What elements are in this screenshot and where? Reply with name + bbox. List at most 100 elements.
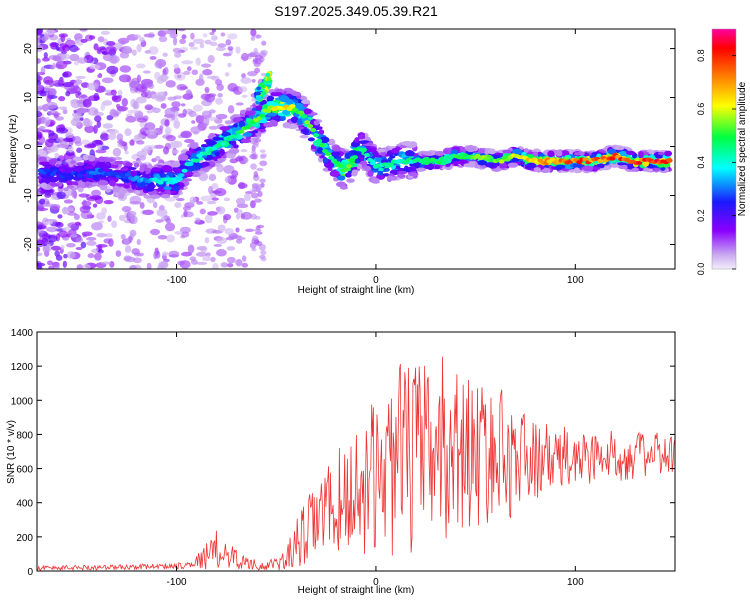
spectrogram-cell: [573, 167, 580, 174]
spectrogram-cell: [84, 125, 95, 134]
spectrogram-cell: [358, 140, 369, 145]
spectrogram-cell: [131, 248, 140, 255]
spectrogram-y-axis-label: Frequency (Hz): [8, 115, 19, 184]
spectrogram-cell: [310, 127, 317, 132]
spectrogram-cell: [192, 38, 205, 44]
spectrogram-cell: [76, 264, 84, 269]
spectrogram-cell: [95, 161, 107, 169]
spectrogram-cell: [572, 163, 584, 169]
snr-y-tick-label: 0: [27, 567, 33, 578]
spectrogram-cell: [133, 162, 140, 168]
spectrogram-cell: [328, 138, 336, 146]
spectrogram-cell: [441, 158, 448, 163]
spectrogram-cell: [409, 163, 416, 167]
spectrogram-cell: [37, 110, 43, 118]
spectrogram-cell: [343, 167, 350, 172]
spectrogram-cell: [80, 94, 87, 99]
spectrogram-cell: [37, 85, 44, 91]
spectrogram-cell: [295, 103, 304, 110]
spectrogram-cell: [77, 57, 88, 64]
spectrogram-cell: [62, 207, 75, 212]
spectrogram-cell: [299, 134, 309, 139]
spectrogram-cell: [502, 149, 512, 154]
spectrogram-cell: [51, 245, 61, 251]
spectrogram-cell: [174, 110, 179, 117]
spectrogram-cell: [574, 152, 581, 156]
spectrogram-cell: [96, 74, 102, 78]
spectrogram-cell: [609, 156, 616, 161]
spectrogram-y-tick-label: -10: [23, 188, 34, 203]
spectrogram-cell: [255, 241, 263, 247]
spectrogram-cell: [465, 145, 477, 153]
spectrogram-cell: [251, 150, 257, 154]
spectrogram-cell: [82, 199, 87, 207]
snr-y-tick-label: 1200: [11, 362, 34, 373]
spectrogram-cell: [358, 134, 366, 140]
spectrogram-cell: [193, 158, 200, 163]
spectrogram-cell: [172, 47, 182, 54]
spectrogram-cell: [313, 120, 320, 126]
spectrogram-cells: [37, 29, 673, 269]
spectrogram-cell: [51, 62, 57, 70]
spectrogram-cell: [124, 162, 133, 167]
spectrogram-cell: [251, 130, 259, 134]
spectrogram-cell: [251, 79, 256, 83]
spectrogram-cell: [48, 79, 55, 88]
spectrogram-cell: [146, 262, 152, 269]
spectrogram-cell: [96, 120, 102, 128]
spectrogram-cell: [61, 172, 68, 177]
spectrogram-cell: [434, 151, 445, 156]
spectrogram-cell: [60, 33, 66, 43]
colorbar-frame: [711, 28, 737, 270]
spectrogram-cell: [250, 36, 256, 41]
spectrogram-cell: [258, 56, 265, 63]
spectrogram-cell: [159, 173, 167, 178]
spectrogram-cell: [82, 233, 88, 238]
spectrogram-cell: [193, 148, 201, 152]
spectrogram-cell: [416, 167, 427, 172]
spectrogram-cell: [241, 262, 249, 268]
spectrogram-cell: [191, 120, 196, 124]
spectrogram-cell: [138, 36, 145, 43]
spectrogram-cell: [477, 160, 487, 166]
snr-y-axis-label: SNR (10 * v/v): [6, 420, 17, 484]
snr-x-tick-label: 100: [567, 577, 584, 588]
spectrogram-cell: [259, 149, 266, 153]
spectrogram-cell: [153, 251, 158, 260]
spectrogram-cell: [108, 179, 116, 187]
spectrogram-cell: [124, 184, 131, 189]
spectrogram-cell: [561, 150, 570, 157]
spectrogram-cell: [139, 202, 145, 209]
spectrogram-cell: [212, 262, 219, 269]
spectrogram-cell: [98, 156, 105, 163]
spectrogram-cell: [74, 79, 83, 85]
spectrogram-cell: [164, 108, 176, 117]
spectrogram-cell: [229, 158, 239, 164]
spectrogram-cell: [224, 72, 230, 77]
spectrogram-cell: [160, 194, 171, 199]
spectrogram-cell: [211, 183, 219, 190]
spectrogram-cell: [102, 123, 114, 129]
spectrogram-cell: [70, 118, 82, 127]
spectrogram-cell: [60, 244, 65, 250]
spectrogram-cell: [135, 63, 146, 69]
spectrogram-cell: [39, 161, 50, 166]
spectrogram-cell: [204, 88, 210, 94]
spectrogram-cell: [231, 170, 239, 177]
spectrogram-cell: [175, 176, 182, 181]
spectrogram-cell: [41, 237, 49, 247]
spectrogram-cell: [101, 207, 108, 215]
spectrogram-cell: [181, 168, 188, 173]
spectrogram-cell: [170, 163, 181, 168]
spectrogram-y-tick-label: 0: [23, 143, 34, 149]
spectrogram-cell: [43, 52, 48, 59]
spectrogram-cell: [549, 157, 556, 162]
spectrogram-cell: [107, 215, 112, 222]
spectrogram-cell: [215, 46, 226, 52]
spectrogram-x-ticks: -100 0 100: [167, 29, 584, 286]
spectrogram-cell: [123, 238, 130, 246]
spectrogram-cell: [499, 161, 507, 169]
spectrogram-cell: [189, 46, 199, 50]
spectrogram-cell: [98, 179, 109, 186]
spectrogram-cell: [269, 119, 277, 125]
